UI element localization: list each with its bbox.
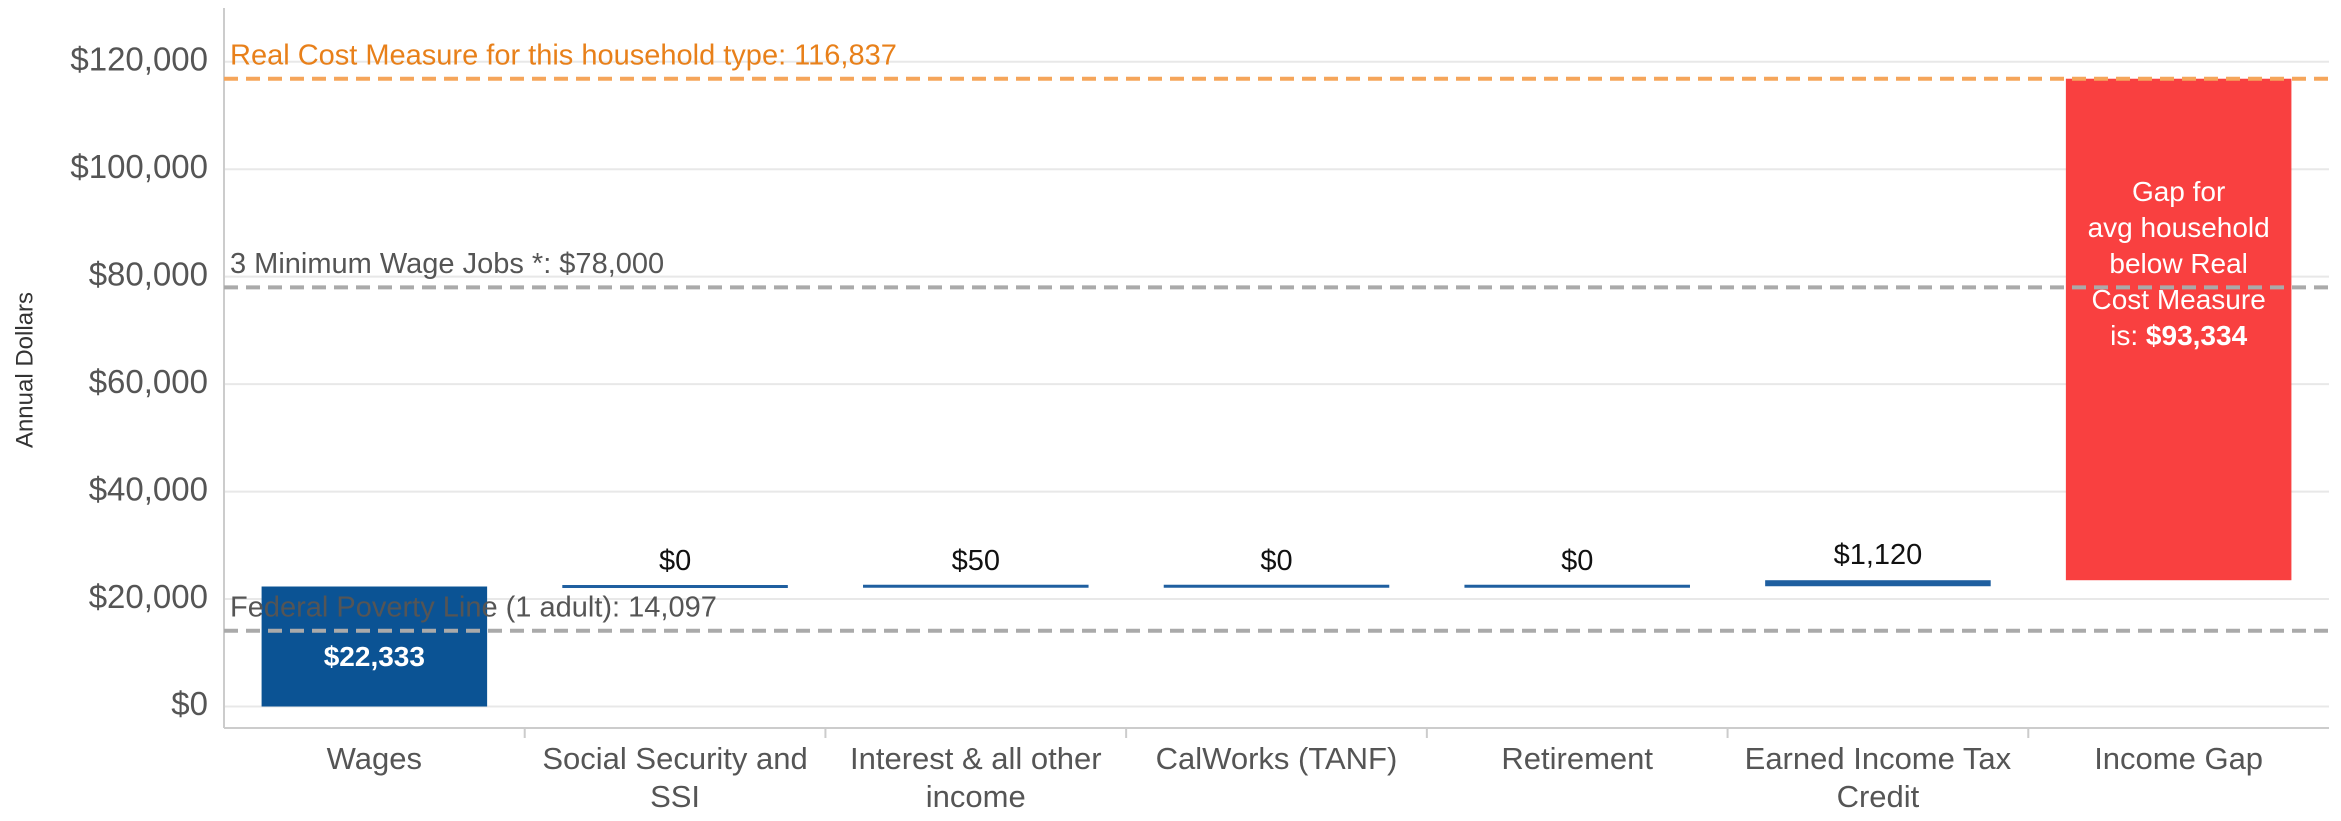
value-label: $22,333 xyxy=(324,641,425,672)
annotation-line: below Real xyxy=(2109,247,2248,279)
bar xyxy=(261,586,488,707)
x-tick-label: Income Gap xyxy=(2094,741,2264,776)
bar xyxy=(863,584,1089,588)
value-label: $50 xyxy=(952,545,1000,577)
y-tick-label: $40,000 xyxy=(89,470,208,507)
x-tick-label: Interest & all other income xyxy=(849,741,1102,814)
bar xyxy=(1765,580,1991,587)
y-tick-label: $120,000 xyxy=(70,40,208,77)
bar xyxy=(1163,584,1390,588)
gap-value: $93,334 xyxy=(2145,319,2248,351)
annotation-line: avg household xyxy=(2087,211,2270,243)
bar xyxy=(2065,78,2292,581)
y-tick-label: $100,000 xyxy=(70,148,208,185)
x-tick-label: CalWorks (TANF) xyxy=(1155,741,1398,776)
reference-label: Federal Poverty Line (1 adult): 14,097 xyxy=(230,591,717,623)
gap-annotation: Gap for avg household below Real Cost Measu… xyxy=(2066,174,2292,354)
x-tick-label: Retirement xyxy=(1501,741,1653,776)
reference-label: 3 Minimum Wage Jobs *: $78,000 xyxy=(230,248,664,280)
value-label: $0 xyxy=(1260,545,1292,577)
y-tick-label: $80,000 xyxy=(89,255,208,292)
x-tick-label: Wages xyxy=(326,741,423,776)
bar xyxy=(1464,584,1690,588)
annotation-line: Cost Measure xyxy=(2091,283,2266,315)
y-tick-label: $20,000 xyxy=(89,578,208,615)
x-tick-label: Earned Income Tax Credit xyxy=(1744,741,2012,814)
value-label: $1,120 xyxy=(1834,539,1923,571)
bar xyxy=(562,585,788,589)
y-tick-label: $0 xyxy=(171,685,208,722)
value-label: $0 xyxy=(659,545,691,577)
y-axis-title: Annual Dollars xyxy=(11,292,38,448)
annotation-line: Gap for xyxy=(2131,175,2226,207)
y-tick-label: $60,000 xyxy=(89,363,208,400)
annotation-line: is: xyxy=(2110,319,2139,351)
x-tick-label: Social Security and SSI xyxy=(542,741,808,814)
reference-label: Real Cost Measure for this household typ… xyxy=(230,39,897,71)
value-label: $0 xyxy=(1561,545,1593,577)
